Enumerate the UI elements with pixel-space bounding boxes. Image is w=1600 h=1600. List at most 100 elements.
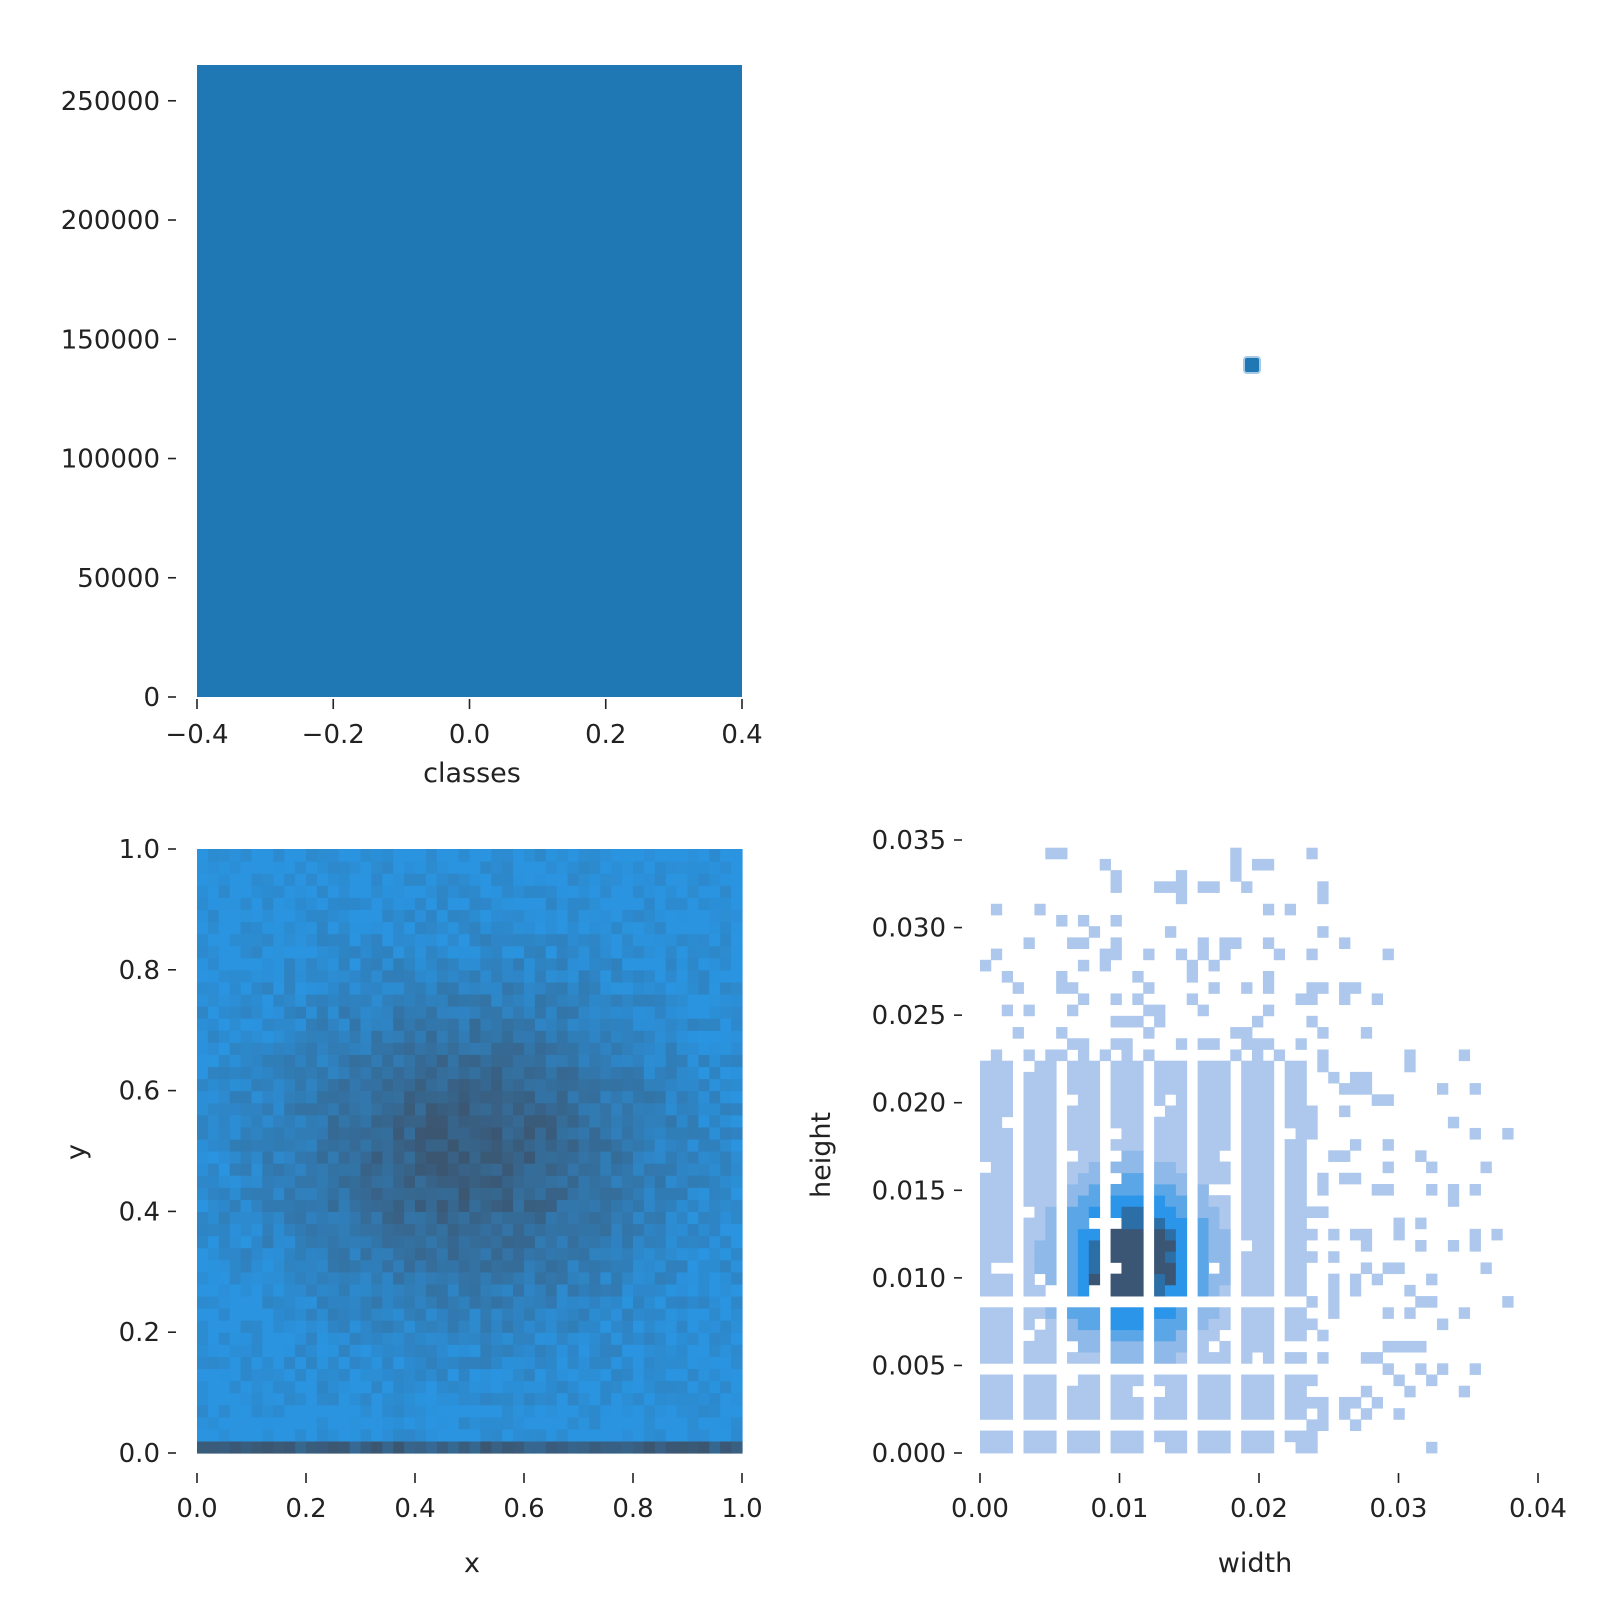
xy-heatmap-cell xyxy=(229,1247,242,1261)
xy-heatmap-cell xyxy=(491,1259,503,1273)
xy-heatmap-cell xyxy=(513,1247,525,1261)
xy-heatmap-cell xyxy=(534,1404,547,1418)
xy-heatmap-cell xyxy=(720,1102,732,1116)
xy-heatmap-cell xyxy=(229,933,242,947)
xy-heatmap-cell xyxy=(436,1368,449,1382)
xy-heatmap-cell xyxy=(534,1199,547,1212)
xy-heatmap-cell xyxy=(284,1054,296,1068)
xy-heatmap-cell xyxy=(567,1126,580,1140)
wh-heatmap-cell xyxy=(1164,1340,1177,1353)
xy-heatmap-cell xyxy=(295,1211,307,1225)
xy-heatmap-cell xyxy=(534,1018,547,1031)
xy-heatmap-cell xyxy=(731,1042,743,1055)
xy-heatmap-cell xyxy=(611,1368,623,1382)
xy-heatmap-cell xyxy=(665,1320,678,1333)
wh-heatmap-cell xyxy=(1088,1340,1101,1353)
xy-heatmap-cell xyxy=(534,957,547,971)
xy-heatmap-cell xyxy=(545,1187,558,1200)
xy-heatmap-cell xyxy=(643,1332,656,1345)
wh-heatmap-cell xyxy=(990,1307,1003,1319)
xy-heatmap-cell xyxy=(589,1030,601,1043)
xy-heatmap-cell xyxy=(338,1223,351,1237)
wh-heatmap-cell xyxy=(1252,1307,1264,1319)
xy-heatmap-cell xyxy=(524,1102,536,1116)
xy-heatmap-cell xyxy=(469,1030,481,1043)
xy-heatmap-cell xyxy=(611,849,623,862)
xy-heatmap-cell xyxy=(622,1199,634,1212)
xy-heatmap-cell xyxy=(480,1223,492,1237)
xy-heatmap-cell xyxy=(316,1138,329,1152)
wh-heatmap-cell xyxy=(1360,1027,1373,1039)
xy-heatmap-cell xyxy=(720,1308,732,1321)
xy-heatmap-cell xyxy=(643,1078,656,1092)
xy-heatmap-cell xyxy=(382,969,394,983)
xy-heatmap-cell xyxy=(709,1428,721,1442)
wh-heatmap-cell xyxy=(1197,1273,1209,1286)
wh-heatmap-cell xyxy=(1393,1340,1405,1353)
wh-heatmap-cell xyxy=(1045,1385,1057,1398)
xy-heatmap-cell xyxy=(425,1187,438,1200)
xy-heatmap-cell xyxy=(382,1320,394,1333)
wh-heatmap-cell xyxy=(1252,1385,1264,1398)
wh-heatmap-cell xyxy=(1295,1329,1307,1342)
wh-heatmap-cell xyxy=(1284,1183,1296,1196)
xy-heatmap-cell xyxy=(415,1332,427,1345)
xy-heatmap-cell xyxy=(273,933,285,947)
xy-heatmap-cell xyxy=(251,909,263,923)
xy-heatmap-cell xyxy=(698,1066,710,1080)
wh-heatmap-cell xyxy=(1077,1139,1090,1151)
xy-heatmap-cell xyxy=(676,1368,689,1382)
wh-heatmap-cell xyxy=(1252,1049,1264,1062)
xy-heatmap-cell xyxy=(338,1006,351,1019)
wh-heatmap-cell xyxy=(1175,1183,1188,1196)
xy-heatmap-cell xyxy=(534,1030,547,1043)
xy-heatmap-cell xyxy=(545,1163,558,1176)
xy-heatmap-cell xyxy=(207,1271,220,1285)
xy-heatmap-cell xyxy=(469,1066,481,1080)
xy-heatmap-cell xyxy=(567,1054,580,1068)
wh-heatmap-cell xyxy=(1154,1183,1166,1196)
xy-heatmap-cell xyxy=(425,1295,438,1309)
xy-heatmap-cell xyxy=(600,993,612,1007)
xy-heatmap-cell xyxy=(240,1259,253,1273)
wh-heatmap-cell xyxy=(1132,1083,1144,1095)
wh-heatmap-cell xyxy=(990,1083,1003,1095)
wh-heatmap-cell xyxy=(1197,1318,1209,1331)
xy-heatmap-cell xyxy=(447,1042,460,1055)
xy-heatmap-cell xyxy=(240,873,253,886)
xy-heatmap-cell xyxy=(611,957,623,971)
xy-heatmap-cell xyxy=(415,1380,427,1394)
xy-heatmap-cell xyxy=(578,921,590,935)
xy-heatmap-cell xyxy=(360,957,372,971)
xy-heatmap-cell xyxy=(513,873,525,886)
xy-heatmap-cell xyxy=(393,1223,405,1237)
xy-heatmap-cell xyxy=(665,1175,678,1188)
xy-heatmap-cell xyxy=(687,1151,699,1164)
xy-heatmap-cell xyxy=(491,885,503,898)
wh-heatmap-cell xyxy=(1230,937,1242,949)
xy-heatmap-cell xyxy=(502,885,514,898)
xy-heatmap-cell xyxy=(665,1163,678,1176)
xy-heatmap-cell xyxy=(709,1392,721,1406)
wh-heatmap-cell xyxy=(1067,1240,1079,1252)
wh-heatmap-cell xyxy=(1241,1430,1253,1443)
xy-heatmap-cell xyxy=(382,1308,394,1321)
wh-heatmap-cell xyxy=(1110,1038,1122,1050)
xy-heatmap-cell xyxy=(458,1090,471,1104)
xy-heatmap-cell xyxy=(622,897,634,910)
wh-heatmap-cell xyxy=(990,1139,1003,1151)
xy-heatmap-cell xyxy=(480,849,492,862)
xy-heatmap-cell xyxy=(534,945,547,959)
xy-heatmap-cell xyxy=(720,981,732,995)
wh-heatmap-cell xyxy=(1077,1127,1090,1140)
xy-heatmap-cell xyxy=(578,1163,590,1176)
xy-heatmap-cell xyxy=(349,1308,362,1321)
xy-heatmap-cell xyxy=(382,993,394,1007)
wh-heatmap-cell xyxy=(980,1307,992,1319)
xy-heatmap-cell xyxy=(600,1066,612,1080)
xy-heatmap-cell xyxy=(480,1368,492,1382)
xy-heatmap-cell xyxy=(633,1163,645,1176)
xy-heatmap-cell xyxy=(371,1440,383,1454)
xy-heatmap-cell xyxy=(371,1235,383,1249)
wh-heatmap-cell xyxy=(1154,1396,1166,1409)
